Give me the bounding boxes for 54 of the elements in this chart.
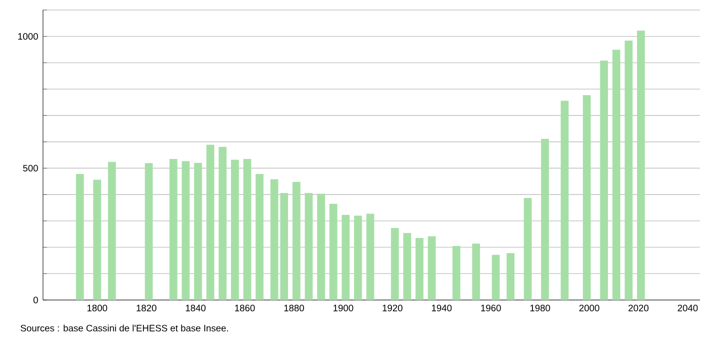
x-tick-label: 1960 [481, 304, 501, 312]
bar [492, 254, 500, 300]
bar [108, 162, 116, 300]
source-note: Sources : base Cassini de l'EHESS et base Insee. [20, 324, 228, 332]
bar [506, 253, 514, 300]
bar [560, 100, 569, 300]
bar [366, 214, 374, 300]
bar [612, 50, 620, 300]
bar [403, 233, 412, 300]
bar [329, 204, 338, 300]
x-tick-label: 1820 [136, 304, 156, 312]
x-tick-label: 2020 [628, 304, 649, 312]
bar [169, 158, 178, 300]
bar [428, 236, 436, 300]
bar [541, 138, 549, 300]
x-tick-label: 1920 [382, 304, 402, 312]
bar [390, 228, 399, 300]
x-tick-label: 1840 [186, 304, 206, 312]
bar [582, 95, 591, 300]
y-tick-label: 1000 [18, 33, 38, 40]
x-tick-label: 1860 [235, 304, 255, 312]
bar [524, 198, 532, 300]
bar [93, 180, 102, 300]
bar [637, 30, 645, 300]
bar [280, 192, 288, 300]
bar [144, 163, 153, 300]
bar [194, 162, 202, 300]
bar [243, 158, 252, 300]
bar [218, 146, 227, 300]
bar [600, 60, 608, 300]
bar [452, 246, 460, 300]
bar [416, 238, 424, 300]
y-tick-label: 0 [33, 296, 38, 304]
bar [206, 144, 214, 300]
bar [354, 216, 362, 300]
bar [304, 192, 313, 300]
x-tick-label: 1940 [432, 304, 452, 312]
bar [472, 244, 480, 300]
x-tick-label: 2040 [678, 304, 698, 312]
bar [342, 214, 350, 300]
bar [76, 174, 84, 300]
bar [182, 161, 190, 300]
bar [270, 179, 278, 300]
bar [231, 160, 239, 300]
x-tick-label: 1800 [87, 304, 108, 312]
x-tick-label: 2000 [579, 304, 600, 312]
x-tick-label: 1980 [530, 304, 550, 312]
x-tick-label: 1880 [284, 304, 304, 312]
y-tick-label: 500 [23, 164, 38, 172]
bar [292, 182, 300, 300]
bar [256, 174, 264, 300]
bar [317, 194, 325, 300]
x-tick-label: 1900 [334, 304, 354, 312]
bar [624, 40, 633, 300]
